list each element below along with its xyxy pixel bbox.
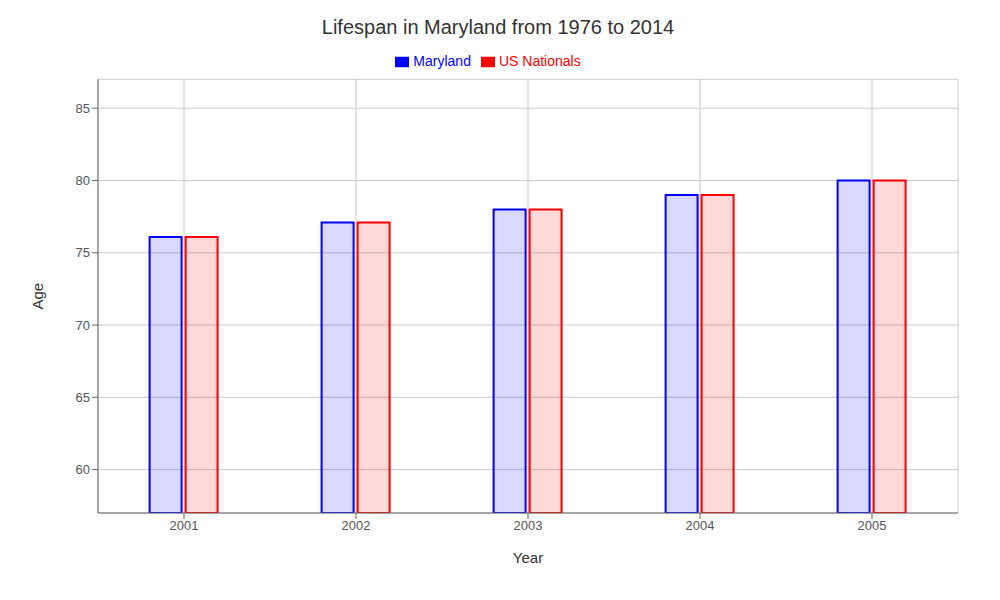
- svg-text:70: 70: [76, 318, 90, 333]
- svg-text:2003: 2003: [514, 518, 543, 533]
- svg-text:60: 60: [76, 462, 90, 477]
- svg-text:85: 85: [76, 101, 90, 116]
- svg-text:Age: Age: [29, 283, 46, 310]
- svg-text:65: 65: [76, 390, 90, 405]
- svg-text:2001: 2001: [170, 518, 199, 533]
- svg-text:2004: 2004: [686, 518, 715, 533]
- html-text:US Nationals: US Nationals: [498, 53, 581, 69]
- svg-text:80: 80: [76, 173, 90, 188]
- html-text:Maryland: Maryland: [413, 53, 471, 69]
- html-text:Lifespan in Maryland from 1976: Lifespan in Maryland from 1976 to 2014: [321, 16, 675, 38]
- svg-text:2005: 2005: [858, 518, 887, 533]
- svg-text:75: 75: [76, 245, 90, 260]
- svg-text:Year: Year: [513, 549, 543, 566]
- svg-text:2002: 2002: [342, 518, 371, 533]
